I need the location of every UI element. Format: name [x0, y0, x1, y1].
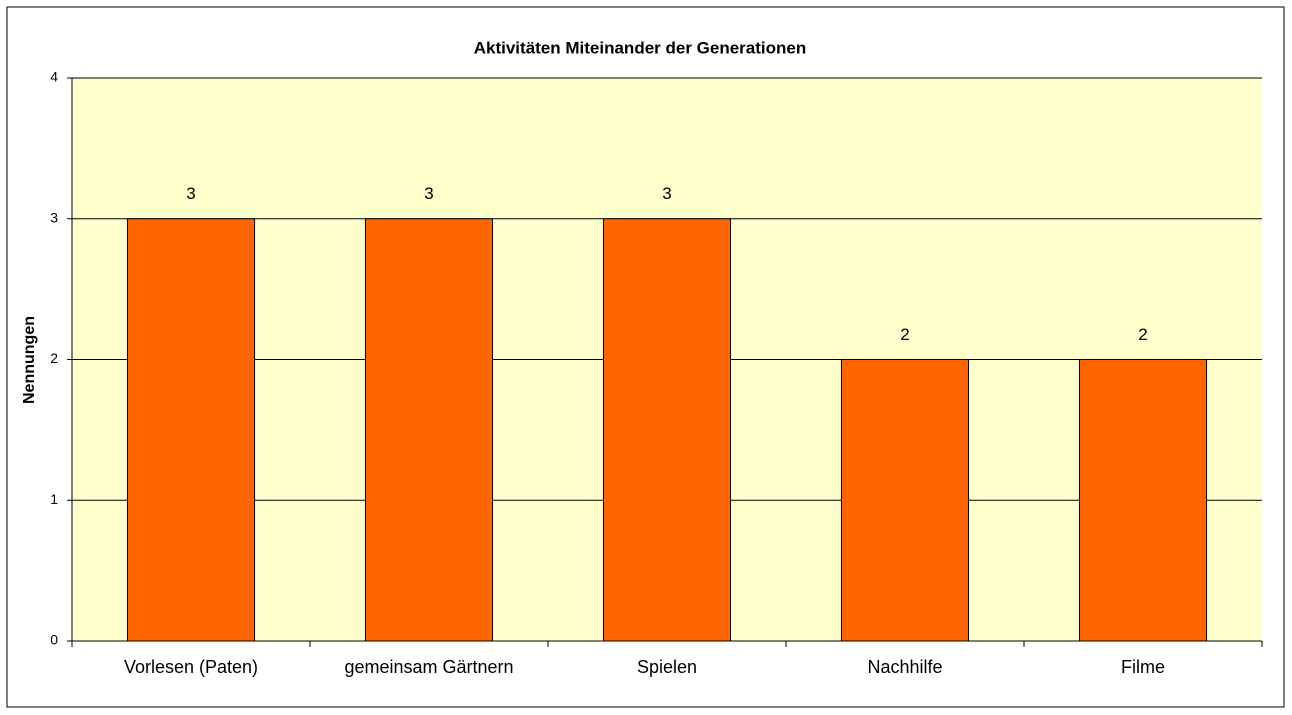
x-tick-label: Filme — [1121, 657, 1165, 677]
data-label: 2 — [1138, 325, 1147, 344]
y-tick-label: 0 — [50, 632, 58, 648]
y-axis-label: Nennungen — [21, 316, 38, 404]
y-tick-label: 4 — [50, 69, 58, 85]
x-tick-label: gemeinsam Gärtnern — [344, 657, 513, 677]
bar — [840, 359, 970, 642]
data-label: 3 — [662, 184, 671, 203]
y-tick-label: 1 — [50, 491, 58, 507]
data-label: 3 — [424, 184, 433, 203]
y-tick-label: 2 — [50, 350, 58, 366]
y-tick-label: 3 — [50, 209, 58, 225]
data-label: 2 — [900, 325, 909, 344]
bar — [1078, 359, 1208, 642]
bar — [126, 218, 256, 642]
bar — [364, 218, 494, 642]
bar — [602, 218, 732, 642]
data-label: 3 — [186, 184, 195, 203]
x-tick-label: Spielen — [637, 657, 697, 677]
x-tick-label: Nachhilfe — [867, 657, 942, 677]
chart-title: Aktivitäten Miteinander der Generationen — [474, 38, 807, 57]
x-tick-label: Vorlesen (Paten) — [124, 657, 258, 677]
